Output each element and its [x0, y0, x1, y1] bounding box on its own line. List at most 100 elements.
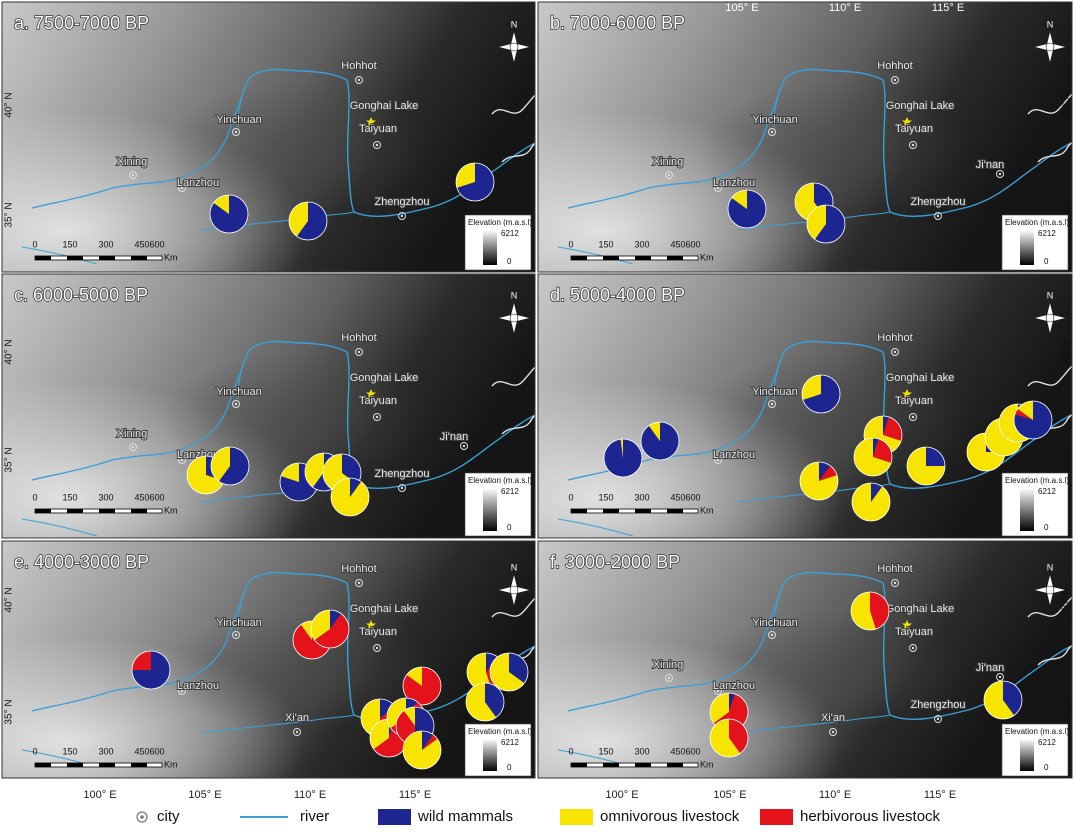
city-marker — [996, 170, 1004, 178]
city-marker-dot — [234, 633, 238, 637]
pie-slice — [403, 731, 442, 769]
pie-slice — [729, 693, 735, 712]
pie-outline — [801, 374, 841, 414]
city-marker-dot — [936, 717, 940, 721]
city-marker — [909, 644, 917, 652]
pie-slice — [486, 653, 498, 672]
lat-label: 40° N — [1061, 339, 1072, 364]
scale-seg — [667, 509, 683, 513]
lat-label: 35° N — [4, 699, 15, 724]
lat-label: 40° N — [1061, 92, 1072, 117]
pie-outline — [310, 609, 350, 649]
elevation-max: 6212 — [1038, 738, 1056, 747]
scale-seg — [635, 256, 651, 260]
pie-slice — [422, 731, 434, 750]
city-marker-dot — [770, 633, 774, 637]
coast — [491, 366, 535, 435]
legend-label: omnivorous livestock — [600, 808, 740, 825]
elevation-label: Elevation (m.a.s.l) — [468, 727, 532, 736]
city-marker — [768, 128, 776, 136]
city-label: Taiyuan — [359, 395, 397, 407]
pie-slice — [819, 465, 838, 481]
scale-seg — [131, 256, 147, 260]
map-panel: e. 4000-3000 BP N 40° N 35° N Hohhot Gonghai … — [1, 540, 536, 779]
pie-slice — [1017, 401, 1033, 420]
city-marker — [398, 212, 406, 220]
compass — [1033, 301, 1067, 335]
compass — [497, 573, 531, 607]
star — [366, 117, 376, 127]
scale-unit: Km — [164, 252, 178, 262]
pie-slice — [870, 592, 889, 630]
pie-slice — [406, 667, 422, 686]
pie-slice — [370, 719, 389, 750]
city-marker-dot — [357, 350, 361, 354]
city-label: Ji'nan — [976, 159, 1004, 171]
map-body — [538, 2, 1072, 272]
scale-seg — [603, 256, 619, 260]
city-label: Hohhot — [877, 563, 912, 575]
city-marker-dot — [911, 143, 915, 147]
city-label: Zhengzhou — [374, 196, 429, 208]
pie-slice — [620, 439, 623, 458]
elevation-box — [464, 214, 532, 271]
city-marker-dot — [911, 415, 915, 419]
river — [567, 571, 1072, 720]
city-marker-dot — [180, 458, 184, 462]
city-label: Lanzhou — [713, 680, 755, 692]
city-marker — [178, 456, 186, 464]
lat-label: 40° N — [1061, 587, 1072, 612]
pie-slice — [132, 651, 151, 670]
city-label: Xining — [653, 156, 684, 168]
scale-label: 450 — [670, 746, 685, 756]
north-label: N — [1047, 290, 1054, 300]
scale-seg — [603, 763, 619, 767]
elevation-max: 6212 — [501, 738, 519, 747]
city-marker — [373, 141, 381, 149]
legend-swatch — [560, 809, 593, 825]
compass — [497, 301, 531, 335]
city-marker — [355, 348, 363, 356]
city-label: Hohhot — [341, 60, 376, 72]
scale-seg — [99, 509, 115, 513]
elevation-box — [464, 472, 532, 537]
star — [902, 117, 912, 127]
scale-label: 300 — [98, 492, 113, 502]
scale-label: 300 — [634, 746, 649, 756]
pie-slice — [218, 447, 249, 485]
panel-border — [1, 540, 536, 779]
elevation-max: 6212 — [1038, 487, 1056, 496]
city-marker-dot — [180, 689, 184, 693]
scale-unit: Km — [164, 759, 178, 769]
pie-slice — [854, 438, 892, 476]
city-marker-dot — [357, 78, 361, 82]
city-marker-dot — [770, 402, 774, 406]
scale-label: 150 — [62, 239, 77, 249]
city-marker-dot — [936, 214, 940, 218]
pie-outline — [1013, 400, 1053, 440]
city-marker — [891, 76, 899, 84]
city-marker — [891, 348, 899, 356]
north-label: N — [1047, 562, 1054, 572]
pie-slice — [729, 719, 748, 754]
pie-outline — [851, 482, 891, 522]
scale-label: 300 — [98, 239, 113, 249]
city-marker — [178, 687, 186, 695]
elevation-label: Elevation (m.a.s.l) — [468, 476, 532, 485]
scale-label: 300 — [634, 239, 649, 249]
city-marker — [232, 128, 240, 136]
scale-label: 150 — [62, 492, 77, 502]
panel-title: b. 7000-6000 BP — [550, 13, 685, 33]
pie-slice — [1003, 681, 1022, 716]
panel-title: a. 7500-7000 BP — [14, 13, 149, 33]
pie-slice — [871, 483, 883, 502]
legend-city-dot — [140, 815, 144, 819]
pie-slice — [509, 653, 528, 684]
scale-seg — [635, 509, 651, 513]
elevation-min: 0 — [507, 257, 512, 266]
city-marker-dot — [375, 143, 379, 147]
pie-slice — [710, 693, 729, 724]
city-label: Gonghai Lake — [350, 100, 419, 112]
elevation-min: 0 — [1044, 523, 1049, 532]
scale-seg — [35, 256, 51, 260]
